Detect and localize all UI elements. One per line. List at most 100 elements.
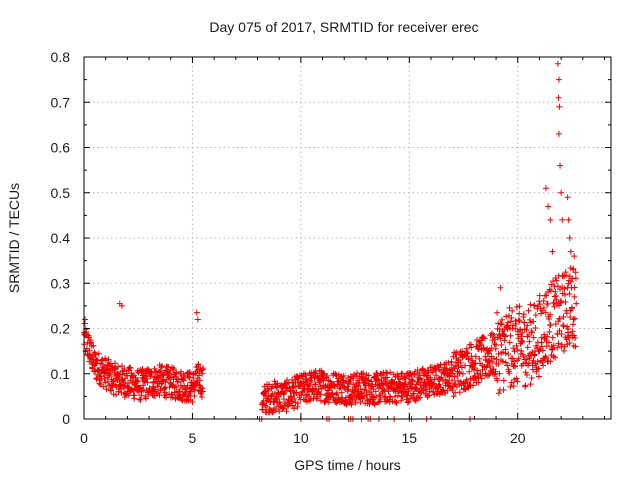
data-point <box>464 350 471 357</box>
data-point <box>546 286 553 293</box>
data-point <box>486 358 493 365</box>
data-point <box>555 340 562 347</box>
data-point <box>556 327 563 334</box>
data-point <box>399 393 406 400</box>
y-tick-label: 0.2 <box>51 321 71 337</box>
data-point <box>466 368 473 375</box>
data-point <box>135 377 142 384</box>
data-point <box>110 377 117 384</box>
data-point <box>144 379 151 386</box>
data-point <box>499 316 505 323</box>
data-point <box>373 393 380 400</box>
data-point <box>463 345 470 352</box>
data-point <box>438 374 445 381</box>
data-point <box>532 312 539 319</box>
data-point <box>572 275 579 282</box>
data-point <box>510 345 517 352</box>
data-point <box>542 353 549 360</box>
data-point <box>565 216 572 223</box>
y-tick-label: 0.7 <box>51 94 71 110</box>
data-point <box>272 406 279 413</box>
y-tick-label: 0.3 <box>51 275 71 291</box>
data-point <box>552 354 559 361</box>
data-point <box>526 338 533 345</box>
data-point <box>526 316 533 323</box>
x-axis-label: GPS time / hours <box>294 457 401 473</box>
data-point <box>548 281 555 288</box>
data-point <box>276 408 283 415</box>
data-point <box>513 342 520 349</box>
data-point <box>377 396 384 403</box>
data-point <box>360 393 367 400</box>
data-point <box>525 307 532 314</box>
y-tick-label: 0.8 <box>51 49 71 65</box>
data-point <box>558 189 565 196</box>
data-point <box>567 314 574 321</box>
data-point <box>563 272 570 279</box>
data-point <box>357 399 364 406</box>
data-point <box>111 360 118 367</box>
data-point <box>539 347 546 354</box>
data-point <box>295 375 302 382</box>
data-point <box>294 400 301 407</box>
data-point <box>523 326 530 333</box>
data-point <box>412 385 419 392</box>
data-point <box>571 293 578 300</box>
data-point <box>395 390 402 397</box>
data-point <box>127 365 134 372</box>
data-point <box>332 371 339 378</box>
data-point <box>523 356 530 363</box>
data-point <box>375 399 382 406</box>
data-point <box>199 385 206 392</box>
data-point <box>134 378 141 385</box>
data-point <box>302 371 309 378</box>
data-point <box>464 379 471 386</box>
data-point <box>405 388 412 395</box>
data-point <box>381 387 388 394</box>
data-point <box>561 285 568 292</box>
data-point <box>312 381 319 388</box>
data-point <box>266 381 273 388</box>
data-point <box>310 385 317 392</box>
data-point <box>399 370 406 377</box>
data-point <box>495 360 502 367</box>
data-point <box>519 329 526 336</box>
data-point <box>516 310 523 317</box>
data-point <box>572 334 579 341</box>
data-point <box>515 335 522 342</box>
data-point <box>386 393 393 400</box>
data-point <box>387 369 394 376</box>
data-point <box>465 355 472 362</box>
data-point <box>196 377 203 384</box>
data-point <box>424 372 431 379</box>
data-point <box>263 403 270 410</box>
x-tick-label: 20 <box>510 430 526 446</box>
data-point <box>405 398 412 405</box>
data-point <box>444 387 451 394</box>
data-point <box>536 301 543 308</box>
data-point <box>468 344 475 351</box>
data-point <box>520 314 527 321</box>
data-point <box>505 351 512 358</box>
data-point <box>340 372 347 379</box>
data-point <box>166 370 173 377</box>
data-point <box>306 382 313 389</box>
data-point <box>93 375 100 382</box>
data-point <box>530 318 537 325</box>
data-point <box>572 343 579 350</box>
data-point <box>436 381 443 388</box>
data-point <box>348 401 355 408</box>
data-point <box>554 344 561 351</box>
data-point <box>425 367 432 374</box>
data-point <box>102 357 109 364</box>
data-point <box>551 303 558 310</box>
data-point <box>523 371 530 378</box>
data-point <box>542 185 549 192</box>
data-point <box>353 372 360 379</box>
data-point <box>396 376 403 383</box>
data-point <box>318 385 325 392</box>
data-point <box>547 358 554 365</box>
data-point <box>532 325 539 332</box>
data-point <box>547 287 554 294</box>
